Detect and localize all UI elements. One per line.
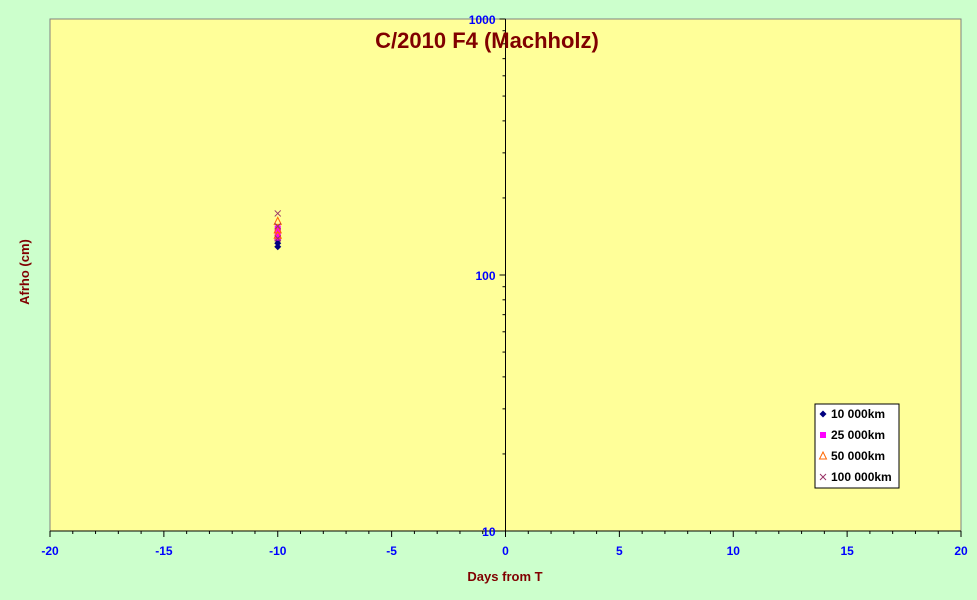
x-tick-label: 0 bbox=[502, 544, 509, 558]
y-tick-labels: 10 100 1000 bbox=[469, 13, 496, 539]
data-point-series-2 bbox=[274, 225, 281, 232]
legend-label: 100 000km bbox=[831, 470, 892, 484]
data-point-series-4 bbox=[274, 235, 282, 242]
x-axis-title: Days from T bbox=[467, 569, 542, 584]
legend-label: 50 000km bbox=[831, 449, 885, 463]
data-points bbox=[273, 210, 283, 251]
legend-marker bbox=[819, 410, 827, 418]
legend-entries: 10 000km 25 000km 50 000km 100 000km bbox=[818, 407, 892, 484]
axes bbox=[49, 18, 962, 537]
y-axis-title: Afrho (cm) bbox=[17, 239, 32, 305]
y-tick-label: 1000 bbox=[469, 13, 496, 27]
legend-label: 25 000km bbox=[831, 428, 885, 442]
legend-marker bbox=[820, 432, 826, 438]
x-tick-labels: -20 -15 -10 -5 0 5 10 15 20 bbox=[41, 544, 968, 558]
x-tick-label: 10 bbox=[727, 544, 741, 558]
y-tick-label: 100 bbox=[475, 269, 495, 283]
legend-marker bbox=[819, 473, 827, 481]
x-tick-label: -10 bbox=[269, 544, 287, 558]
y-tick-label: 10 bbox=[482, 525, 496, 539]
data-point-series-3 bbox=[273, 224, 283, 234]
x-tick-label: -15 bbox=[155, 544, 173, 558]
legend: 10 000km 25 000km 50 000km 100 000km bbox=[814, 403, 900, 489]
chart-title: C/2010 F4 (Machholz) bbox=[375, 28, 599, 53]
legend-marker bbox=[818, 450, 828, 460]
legend-label: 10 000km bbox=[831, 407, 885, 421]
data-point-series-4 bbox=[274, 210, 282, 217]
x-tick-label: -20 bbox=[41, 544, 59, 558]
x-tick-label: 5 bbox=[616, 544, 623, 558]
x-tick-label: -5 bbox=[386, 544, 397, 558]
data-point-series-4 bbox=[274, 222, 282, 230]
data-point-series-3 bbox=[273, 216, 283, 225]
x-tick-label: 20 bbox=[954, 544, 968, 558]
x-tick-label: 15 bbox=[840, 544, 854, 558]
data-point-series-2 bbox=[274, 234, 281, 241]
legend-box bbox=[814, 403, 900, 489]
